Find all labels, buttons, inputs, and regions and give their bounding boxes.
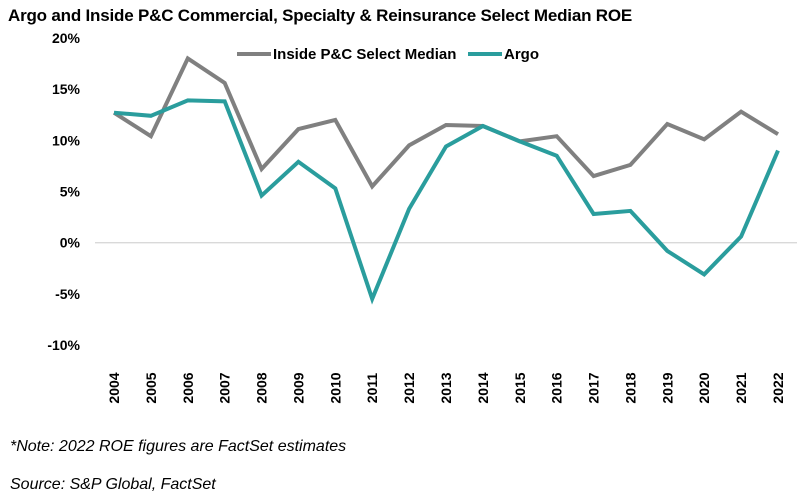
x-tick-label: 2013 [438, 372, 454, 403]
y-tick-label: 0% [60, 235, 81, 251]
x-tick-label: 2018 [622, 372, 638, 403]
x-tick-label: 2017 [586, 372, 602, 403]
legend: Inside P&C Select Median Argo [237, 46, 539, 63]
x-tick-label: 2011 [364, 373, 380, 404]
x-axis: 2004 2005 2006 2007 2008 2009 2010 2011 2012 2013… [106, 372, 786, 403]
legend-label: Inside P&C Select Median [273, 46, 456, 63]
y-tick-label: -5% [55, 286, 80, 302]
x-tick-label: 2015 [512, 372, 528, 403]
x-tick-label: 2007 [217, 372, 233, 403]
x-tick-label: 2021 [733, 372, 749, 403]
source-note: Source: S&P Global, FactSet [10, 476, 216, 493]
x-tick-label: 2014 [475, 372, 491, 403]
chart-title: Argo and Inside P&C Commercial, Specialt… [8, 6, 633, 25]
x-tick-label: 2006 [180, 372, 196, 403]
y-tick-label: 10% [52, 132, 81, 148]
legend-label: Argo [504, 46, 539, 63]
y-tick-label: 15% [52, 81, 81, 97]
series-group [112, 55, 780, 305]
x-tick-label: 2009 [290, 372, 306, 403]
y-tick-label: 20% [52, 30, 81, 46]
x-tick-label: 2008 [254, 372, 270, 403]
series-line-inside-median [112, 55, 780, 190]
x-tick-label: 2020 [696, 372, 712, 403]
footnote: *Note: 2022 ROE figures are FactSet esti… [10, 438, 347, 455]
x-tick-label: 2012 [401, 372, 417, 403]
x-tick-label: 2016 [549, 372, 565, 403]
y-tick-label: 5% [60, 184, 81, 200]
x-tick-label: 2004 [106, 372, 122, 403]
x-tick-label: 2022 [770, 372, 786, 403]
y-axis: -10% -5% 0% 5% 10% 15% 20% [47, 30, 797, 353]
x-tick-label: 2010 [327, 372, 343, 403]
x-tick-label: 2005 [143, 372, 159, 403]
x-tick-label: 2019 [659, 372, 675, 403]
y-tick-label: -10% [47, 337, 80, 353]
